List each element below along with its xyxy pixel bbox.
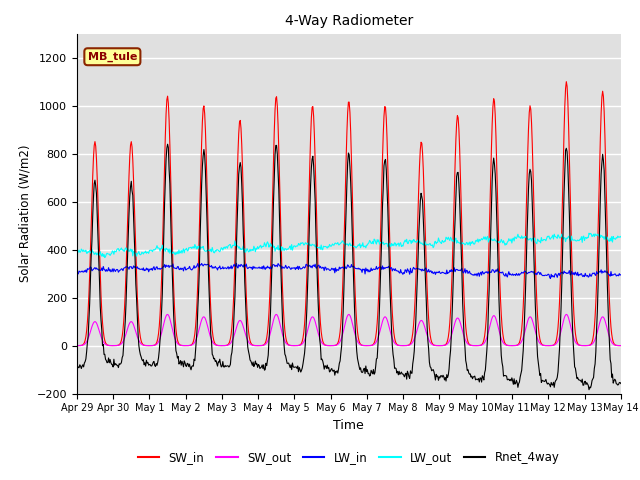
Legend: SW_in, SW_out, LW_in, LW_out, Rnet_4way: SW_in, SW_out, LW_in, LW_out, Rnet_4way <box>133 446 564 469</box>
X-axis label: Time: Time <box>333 419 364 432</box>
Y-axis label: Solar Radiation (W/m2): Solar Radiation (W/m2) <box>18 145 31 282</box>
Title: 4-Way Radiometer: 4-Way Radiometer <box>285 14 413 28</box>
Text: MB_tule: MB_tule <box>88 51 137 62</box>
